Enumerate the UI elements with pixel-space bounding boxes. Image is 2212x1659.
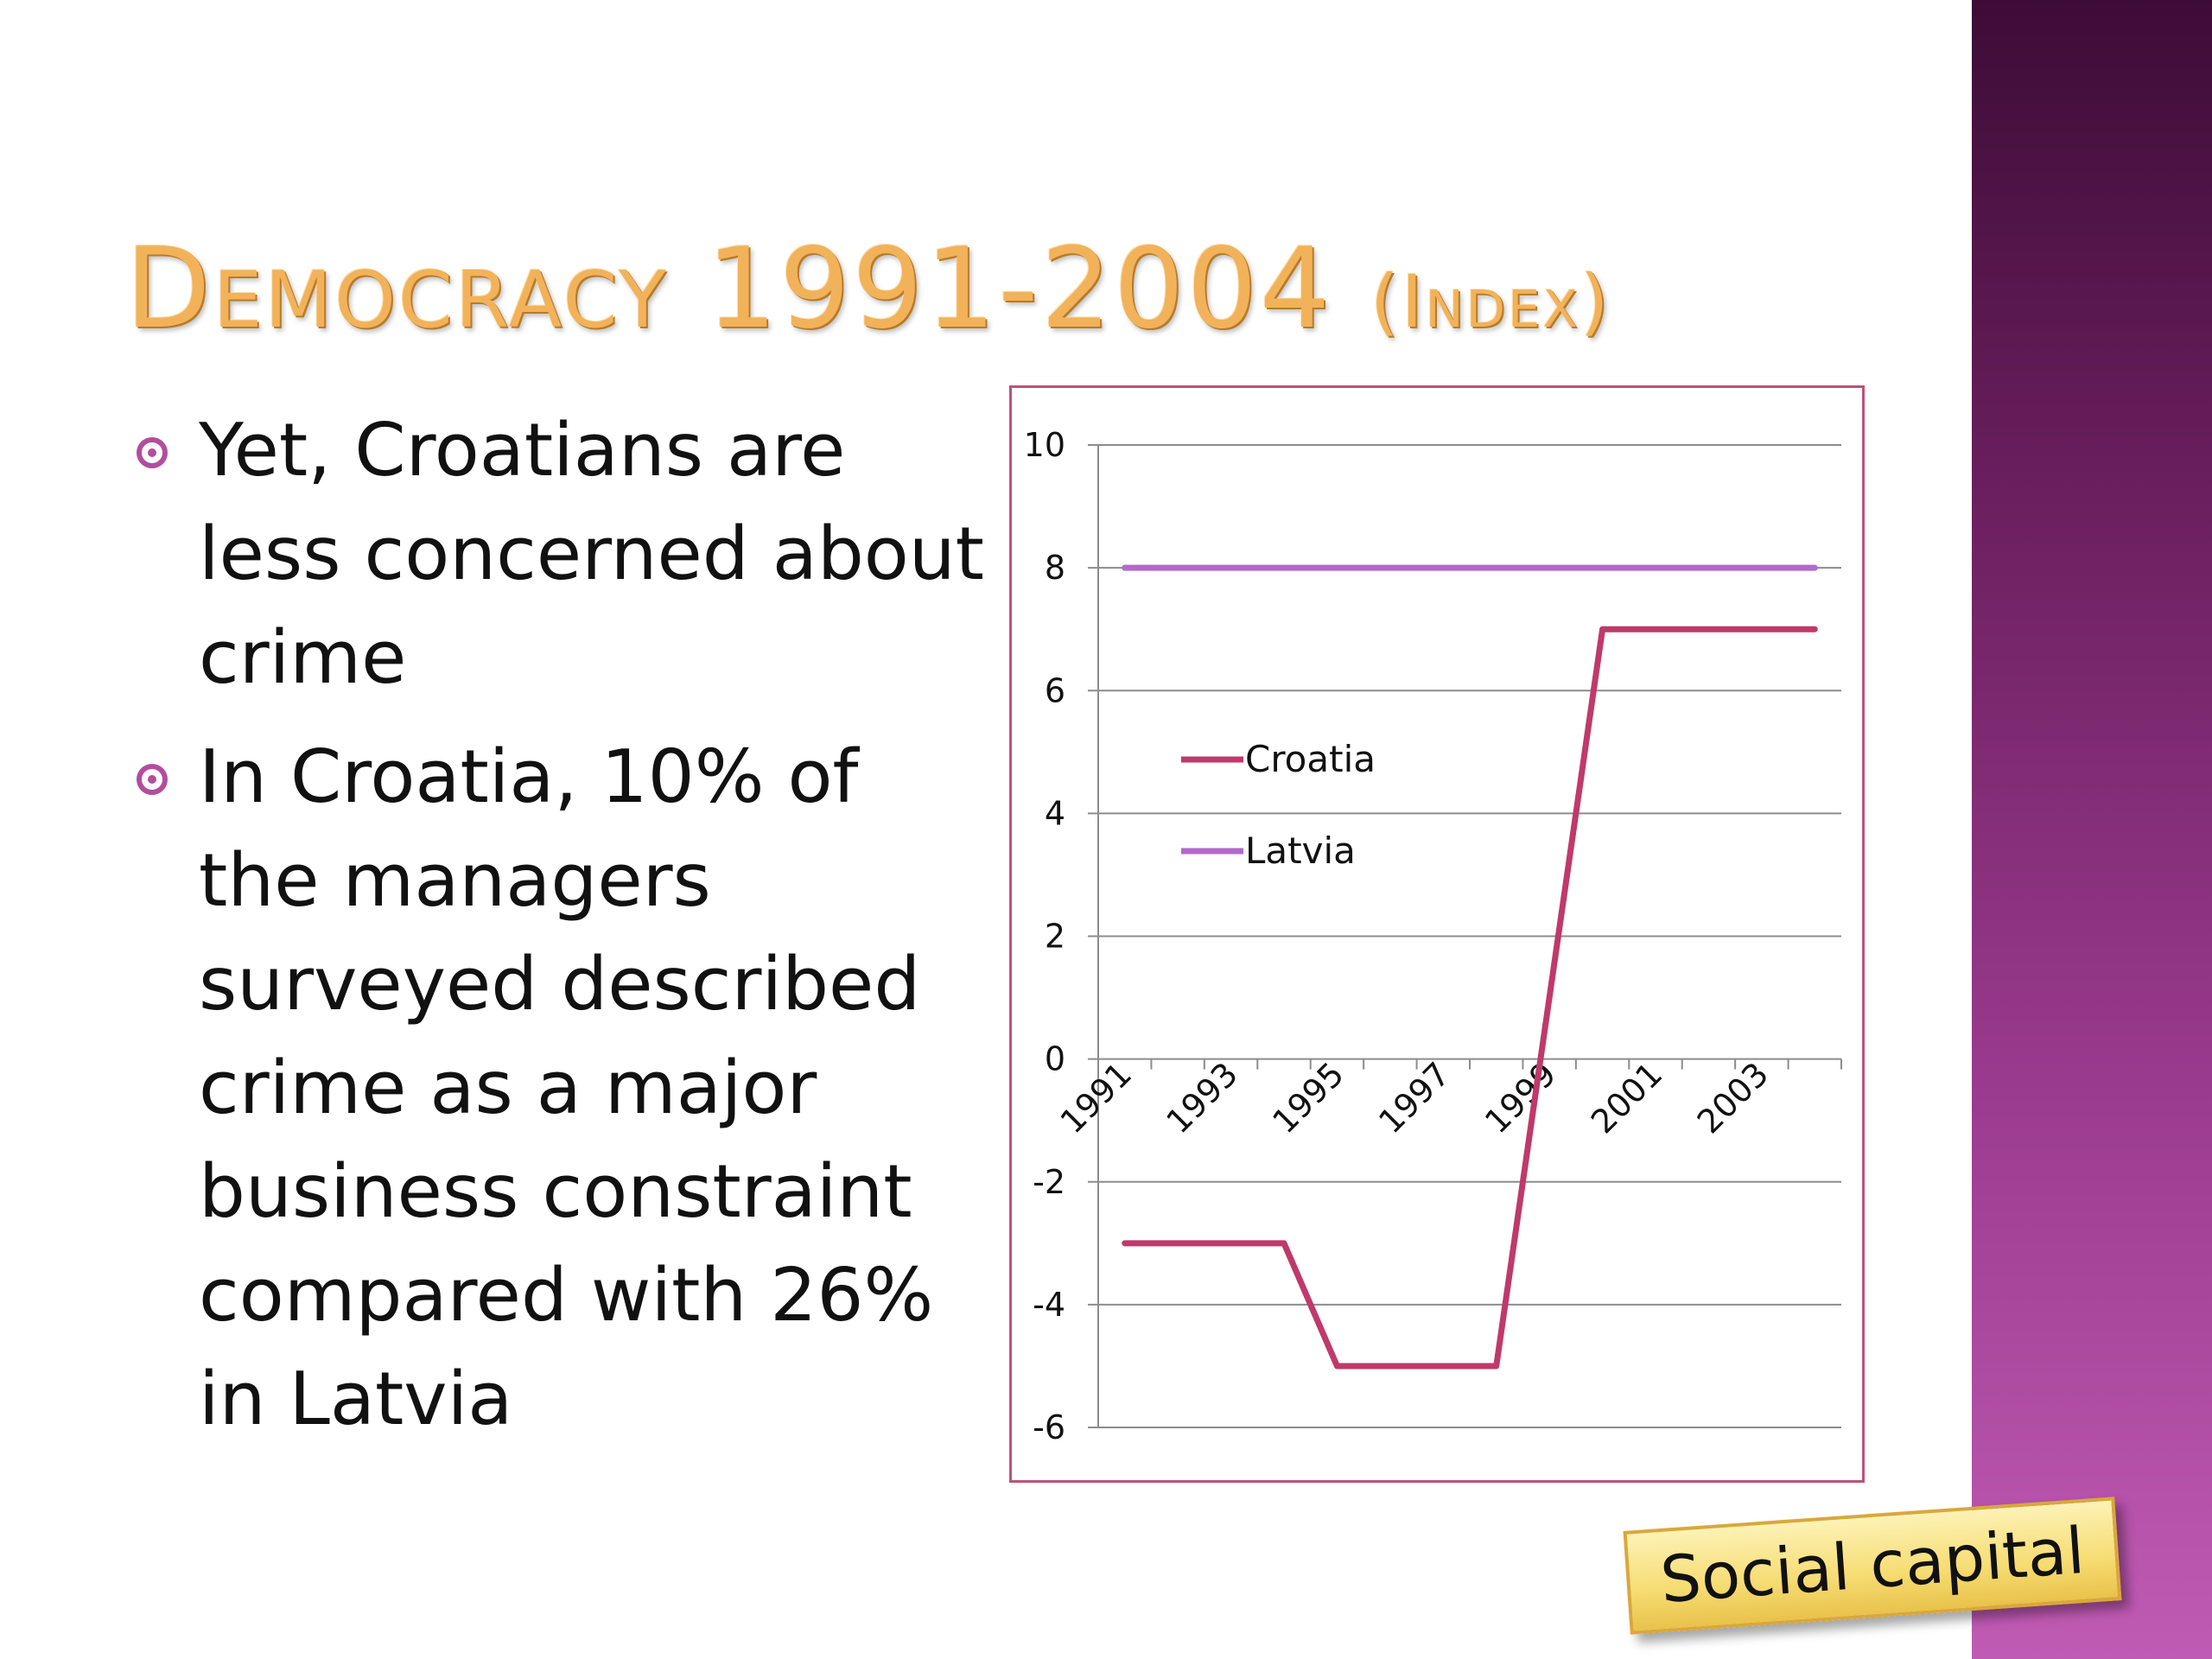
legend-label-latvia: Latvia: [1245, 830, 1356, 872]
title-index: (Index): [1370, 259, 1611, 344]
gridlines: [1088, 444, 1841, 1428]
bullet-marker-icon: [137, 764, 168, 795]
y-tick-label: 6: [1045, 671, 1065, 709]
x-tick-label: 1993: [1159, 1055, 1245, 1141]
axes: [1097, 445, 1842, 1427]
title-main: Democracy 1991-2004: [125, 225, 1333, 353]
x-tick-label: 1997: [1371, 1055, 1458, 1141]
y-tick-label: 10: [1024, 426, 1065, 464]
x-tick-label: 1991: [1053, 1055, 1140, 1141]
bullet-list: Yet, Croatians are less concerned about …: [137, 399, 1001, 1467]
y-tick-label: -6: [1033, 1408, 1065, 1446]
bullet-marker-icon: [137, 437, 168, 468]
y-tick-label: 0: [1045, 1040, 1065, 1078]
bullet-item: In Croatia, 10% of the managers surveyed…: [137, 726, 1001, 1452]
x-tick-label: 2001: [1584, 1055, 1670, 1141]
bullet-text: In Croatia, 10% of the managers surveyed…: [199, 734, 934, 1442]
y-tick-label: -2: [1033, 1163, 1065, 1201]
decorative-side-band: [1972, 0, 2212, 1659]
legend-label-croatia: Croatia: [1245, 738, 1376, 780]
slide-title: Democracy 1991-2004 (Index): [125, 216, 1853, 363]
y-axis-ticks: 10 8 6 4 2 0 -2 -4 -6: [1024, 426, 1065, 1446]
y-tick-label: 4: [1045, 794, 1065, 832]
legend: Croatia Latvia: [1181, 738, 1376, 872]
y-tick-label: 8: [1045, 549, 1065, 587]
bullet-item: Yet, Croatians are less concerned about …: [137, 399, 1001, 710]
chart-frame: 10 8 6 4 2 0 -2 -4 -6 1991 1993 1995 1997 1999 2001 20…: [1009, 385, 1865, 1483]
x-axis-ticks: 1991 1993 1995 1997 1999 2001 2003: [1053, 1055, 1777, 1141]
line-chart: 10 8 6 4 2 0 -2 -4 -6 1991 1993 1995 1997 1999 2001 20…: [1024, 426, 1842, 1446]
series-line-croatia: [1122, 626, 1818, 1370]
x-tick-label: 1999: [1478, 1055, 1564, 1141]
y-tick-label: 2: [1045, 918, 1065, 956]
y-tick-label: -4: [1033, 1286, 1065, 1324]
tag-label: Social capital: [1657, 1513, 2088, 1618]
series-lines: [1122, 564, 1818, 1370]
x-tick-label: 1995: [1265, 1055, 1351, 1141]
bullet-text: Yet, Croatians are less concerned about …: [199, 408, 984, 701]
x-tick-label: 2003: [1690, 1055, 1777, 1141]
